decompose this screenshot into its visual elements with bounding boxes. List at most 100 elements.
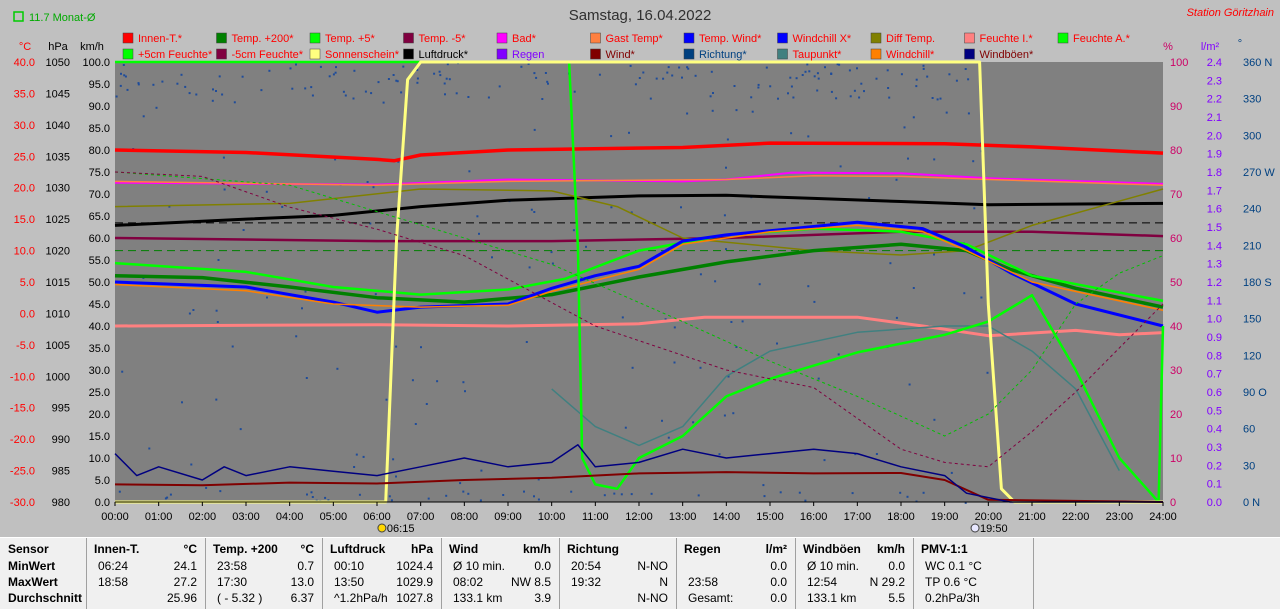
direction-point — [396, 80, 399, 83]
direction-point — [324, 496, 327, 499]
direction-point — [188, 312, 191, 315]
direction-point — [817, 377, 820, 380]
direction-point — [868, 197, 871, 200]
direction-point — [190, 463, 193, 466]
time-tick-label: 15:00 — [756, 511, 784, 523]
legend-swatch — [496, 48, 508, 60]
direction-point — [630, 211, 633, 214]
direction-point — [215, 309, 218, 312]
direction-point — [416, 81, 419, 84]
axis-tick-label: 10.0 — [89, 453, 110, 465]
legend-item-label: Windchill* — [886, 49, 935, 61]
legend-item-label: Gast Temp* — [606, 33, 664, 45]
axis-tick-label: 20 — [1170, 409, 1182, 421]
direction-point — [912, 287, 915, 289]
direction-point — [733, 85, 736, 87]
axis-tick-label: 25.0 — [89, 387, 110, 399]
time-tick-label: 03:00 — [232, 511, 260, 523]
stats-cell-time: 18:58 — [98, 575, 129, 589]
direction-point — [662, 77, 665, 80]
stats-cell-time: Gesamt: — [688, 591, 734, 605]
stats-row-label: Durchschnitt — [8, 591, 83, 605]
direction-point — [725, 248, 727, 251]
direction-point — [712, 92, 714, 94]
direction-point — [387, 78, 390, 80]
direction-point — [444, 93, 446, 96]
direction-point — [468, 170, 471, 173]
axis-tick-label: -30.0 — [10, 497, 35, 509]
direction-point — [986, 371, 989, 374]
axis-tick-label: 240 — [1243, 204, 1261, 216]
direction-point — [900, 73, 903, 76]
direction-point — [922, 491, 925, 494]
direction-point — [352, 97, 355, 100]
direction-point — [875, 77, 878, 80]
stats-column-header: Regen — [684, 542, 721, 556]
direction-point — [863, 90, 865, 93]
direction-point — [629, 64, 632, 67]
direction-point — [550, 251, 553, 254]
direction-point — [195, 93, 198, 96]
direction-point — [390, 499, 393, 502]
axis-tick-label: 1050 — [46, 57, 70, 69]
direction-point — [137, 82, 140, 85]
direction-point — [362, 455, 365, 458]
axis-tick-label: 45.0 — [89, 299, 110, 311]
time-tick-label: 21:00 — [1018, 511, 1046, 523]
series-line-feuchte-a — [115, 60, 1165, 504]
direction-point — [319, 65, 322, 68]
temp-axis-unit: °C — [19, 41, 31, 53]
direction-point — [416, 68, 419, 71]
series-line-5cm-feuchte — [114, 171, 1164, 468]
direction-point — [735, 109, 738, 112]
direction-point — [161, 80, 164, 83]
stats-cell-value: 0.0 — [534, 559, 551, 573]
axis-tick-label: 180 S — [1243, 277, 1272, 289]
direction-point — [751, 110, 754, 113]
direction-point — [699, 366, 702, 369]
stats-cell-value: 1024.4 — [396, 559, 433, 573]
direction-point — [222, 156, 225, 159]
stats-cell-value: 3.9 — [534, 591, 551, 605]
direction-point — [945, 111, 948, 114]
sunrise-icon — [377, 523, 387, 533]
direction-point — [124, 75, 127, 78]
axis-tick-label: 210 — [1243, 240, 1261, 252]
stats-cell-time: 00:10 — [334, 559, 365, 573]
direction-point — [478, 232, 480, 235]
direction-point — [520, 65, 523, 68]
stats-column-1: Temp. +200 °C 23:58 0.7 17:30 13.0 ( - 5.32 ) 6… — [205, 538, 323, 609]
stats-row-label: MinWert — [8, 559, 56, 573]
direction-point — [887, 87, 890, 89]
direction-point — [547, 82, 549, 85]
time-tick-label: 07:00 — [407, 511, 435, 523]
direction-point — [537, 478, 540, 481]
legend-swatch — [683, 48, 695, 60]
direction-point — [964, 68, 967, 70]
legend-item-label: Innen-T.* — [138, 33, 183, 45]
direction-point — [498, 85, 501, 88]
axis-tick-label: 10.0 — [14, 246, 35, 258]
axis-tick-label: 2.3 — [1207, 75, 1222, 87]
direction-point — [358, 493, 361, 496]
sunset-icon — [970, 523, 980, 533]
direction-point — [122, 64, 125, 66]
direction-point — [763, 495, 766, 498]
axis-tick-label: 80 — [1170, 145, 1182, 157]
axis-tick-label: 20.0 — [14, 183, 35, 195]
legend-item-label: +5cm Feuchte* — [138, 49, 213, 61]
axis-tick-label: 0.1 — [1207, 479, 1222, 491]
direction-point — [169, 493, 172, 496]
direction-point — [888, 96, 891, 99]
direction-point — [533, 495, 535, 498]
direction-point — [304, 290, 307, 293]
axis-tick-label: 0.9 — [1207, 332, 1222, 344]
legend-swatch — [309, 48, 321, 60]
axis-tick-label: -25.0 — [10, 466, 35, 478]
direction-point — [385, 398, 388, 401]
time-tick-label: 16:00 — [800, 511, 828, 523]
direction-point — [750, 96, 753, 99]
series-line-temp-5 — [114, 227, 1164, 303]
direction-point — [735, 346, 738, 348]
direction-point — [467, 492, 470, 495]
